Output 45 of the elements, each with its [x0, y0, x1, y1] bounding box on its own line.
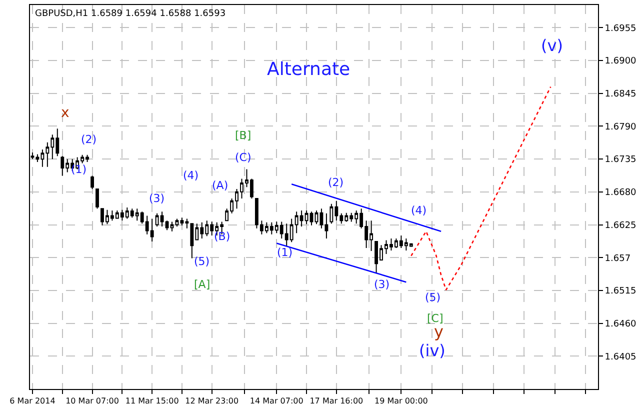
chart-title: GBPUSD,H1 1.6589 1.6594 1.6588 1.6593 [35, 9, 226, 19]
candlestick [170, 221, 174, 232]
y-tick-label: 1.6680 [604, 188, 637, 198]
x-tick-label: 6 Mar 2014 [10, 396, 56, 406]
candlestick [90, 175, 94, 190]
annotation: (C) [235, 151, 252, 164]
annotation: (A) [212, 179, 228, 192]
annotation: (1) [71, 163, 87, 176]
annotation: (3) [149, 192, 165, 205]
y-tick-label: 1.6515 [604, 286, 636, 297]
y-tick-label: 1.6955 [604, 24, 636, 34]
candlestick [96, 188, 99, 210]
annotation: Alternate [267, 59, 350, 80]
y-tick-label: 1.6900 [604, 56, 637, 67]
y-tick-label: 1.657 [604, 254, 631, 264]
annotation: x [61, 105, 70, 121]
annotation: (3) [374, 278, 390, 291]
annotation: (2) [81, 133, 97, 146]
annotation: (5) [425, 291, 441, 304]
x-tick-label: 12 Mar 23:00 [185, 396, 239, 406]
annotation: (v) [541, 36, 563, 55]
y-tick-label: 1.6845 [604, 90, 636, 100]
y-tick-label: 1.6460 [604, 319, 637, 330]
annotation: (5) [194, 255, 210, 268]
line-series [410, 86, 552, 291]
x-tick-label: 14 Mar 07:00 [250, 396, 304, 406]
annotation: [A] [194, 278, 210, 291]
annotation: (1) [277, 246, 293, 259]
y-tick-label: 1.6625 [604, 220, 636, 231]
annotation: (2) [328, 176, 344, 189]
annotation: (4) [411, 204, 427, 217]
annotation: y [434, 322, 444, 341]
y-tick-label: 1.6405 [604, 352, 636, 362]
x-tick-label: 10 Mar 07:00 [66, 396, 119, 406]
y-tick-label: 1.6735 [604, 155, 636, 166]
x-tick-label: 17 Mar 16:00 [310, 396, 364, 406]
annotation: (4) [183, 169, 199, 182]
annotation: (iv) [419, 341, 446, 360]
x-tick-label: 19 Mar 00:00 [374, 396, 428, 406]
annotation: [C] [427, 312, 444, 325]
annotation: [B] [235, 129, 252, 142]
x-tick-label: 11 Mar 15:00 [125, 396, 179, 406]
y-tick-label: 1.6790 [604, 122, 637, 132]
annotation: (B) [214, 230, 230, 243]
candlestick [314, 210, 318, 225]
